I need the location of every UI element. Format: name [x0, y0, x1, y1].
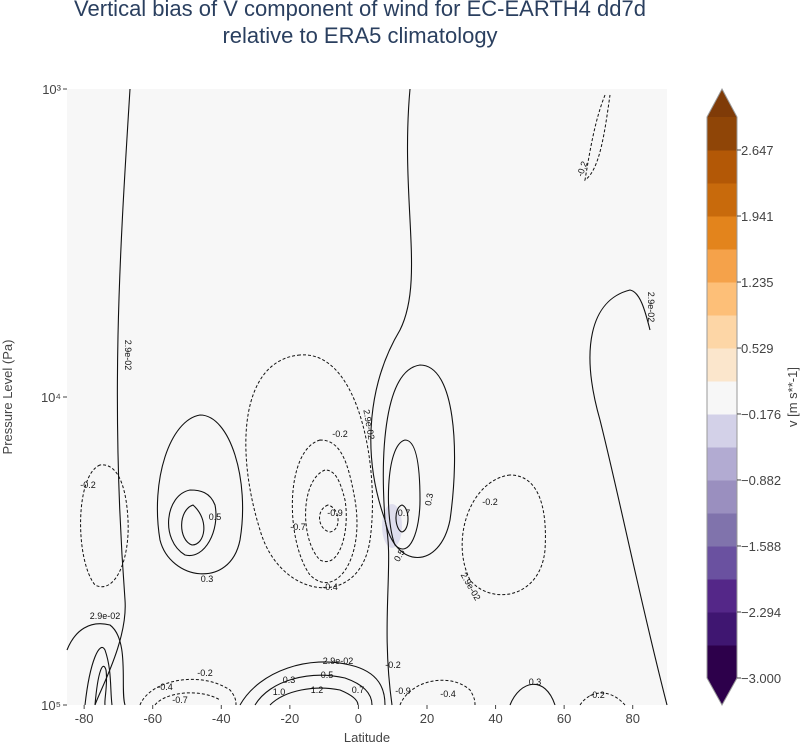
- colorbar-tick-label: −3.000: [741, 671, 781, 686]
- colorbar-tick-label: 2.647: [741, 143, 774, 158]
- colorbar-band: [707, 216, 737, 250]
- x-tick-label: 0: [355, 711, 362, 726]
- colorbar-band: [707, 414, 737, 448]
- colorbar-band: [707, 315, 737, 349]
- x-tick-label: 20: [420, 711, 434, 726]
- contour-label: 2.9e-02: [323, 656, 354, 666]
- colorbar-extend: [707, 678, 737, 705]
- y-axis-label: Pressure Level (Pa): [0, 340, 15, 455]
- contour-label: 1.0: [273, 687, 286, 697]
- colorbar-tick-label: −2.294: [741, 605, 781, 620]
- contour-label: 0.3: [423, 492, 435, 506]
- contour-label: -0.7: [290, 522, 306, 532]
- colorbar-band: [707, 645, 737, 679]
- colorbar-band: [707, 579, 737, 613]
- colorbar-band: [707, 117, 737, 151]
- colorbar-tick-label: −0.176: [741, 407, 781, 422]
- contour-label: -0.4: [322, 582, 338, 592]
- contour-label: -0.2: [482, 497, 498, 507]
- contour-label: 2.9e-02: [123, 340, 133, 371]
- contour-label: 0.5: [321, 670, 334, 680]
- colorbar-tick-label: 1.235: [741, 275, 774, 290]
- colorbar-band: [707, 546, 737, 580]
- x-tick-label: -80: [75, 711, 94, 726]
- x-axis-label: Latitude: [344, 730, 390, 745]
- colorbar-band: [707, 183, 737, 217]
- colorbar-band: [707, 447, 737, 481]
- colorbar-band: [707, 612, 737, 646]
- colorbar-extend: [707, 89, 737, 117]
- contour-label: 0.5: [209, 512, 222, 522]
- x-tick-label: 40: [488, 711, 502, 726]
- colorbar-band: [707, 480, 737, 514]
- colorbar-tick-label: −1.588: [741, 539, 781, 554]
- y-tick-label: 10⁴: [41, 390, 61, 405]
- contour-label: -0.2: [332, 429, 348, 439]
- colorbar-title: v [m s**-1]: [785, 367, 800, 427]
- y-tick-label: 10⁵: [41, 698, 61, 713]
- contour-label: -0.9: [327, 508, 343, 518]
- colorbar-outline: [706, 87, 738, 707]
- plot-area: [67, 89, 667, 705]
- chart-title: Vertical bias of V component of wind for…: [74, 0, 646, 21]
- contour-label: -0.7: [172, 695, 188, 705]
- contour-label: 0.3: [201, 574, 214, 584]
- contours: [66, 88, 668, 706]
- contour-label: 2.9e-02: [90, 611, 121, 621]
- chart-title: relative to ERA5 climatology: [222, 23, 497, 48]
- x-tick-label: -20: [280, 711, 299, 726]
- contour-label: 0.7: [398, 508, 411, 518]
- x-tick-label: 60: [557, 711, 571, 726]
- contour-label: -0.2: [80, 480, 96, 490]
- x-tick-label: 80: [625, 711, 639, 726]
- contour-label: 0.3: [529, 677, 542, 687]
- colorbar-tick-label: 1.941: [741, 209, 774, 224]
- colorbar-band: [707, 282, 737, 316]
- y-tick-label: 10³: [42, 82, 61, 97]
- colorbar-band: [707, 348, 737, 382]
- colorbar-band: [707, 513, 737, 547]
- contour-label: -0.2: [589, 690, 605, 700]
- x-tick-label: -60: [143, 711, 162, 726]
- contour-label: -0.4: [157, 682, 173, 692]
- contour-label: -0.2: [385, 660, 401, 670]
- contour-label: -0.9: [395, 686, 411, 696]
- x-tick-label: -40: [212, 711, 231, 726]
- colorbar-band: [707, 150, 737, 184]
- colorbar-band: [707, 249, 737, 283]
- contour-label: -0.2: [197, 668, 213, 678]
- colorbar-tick-label: 0.529: [741, 341, 774, 356]
- contour-label: -0.2: [575, 160, 590, 178]
- contour-label: 2.9e-02: [646, 292, 656, 323]
- contour-label: 0.3: [283, 675, 296, 685]
- colorbar-tick-label: −0.882: [741, 473, 781, 488]
- contour-label: 1.2: [311, 685, 324, 695]
- colorbar-band: [707, 381, 737, 415]
- contour-label: 0.7: [352, 685, 365, 695]
- contour-label: -0.4: [440, 689, 456, 699]
